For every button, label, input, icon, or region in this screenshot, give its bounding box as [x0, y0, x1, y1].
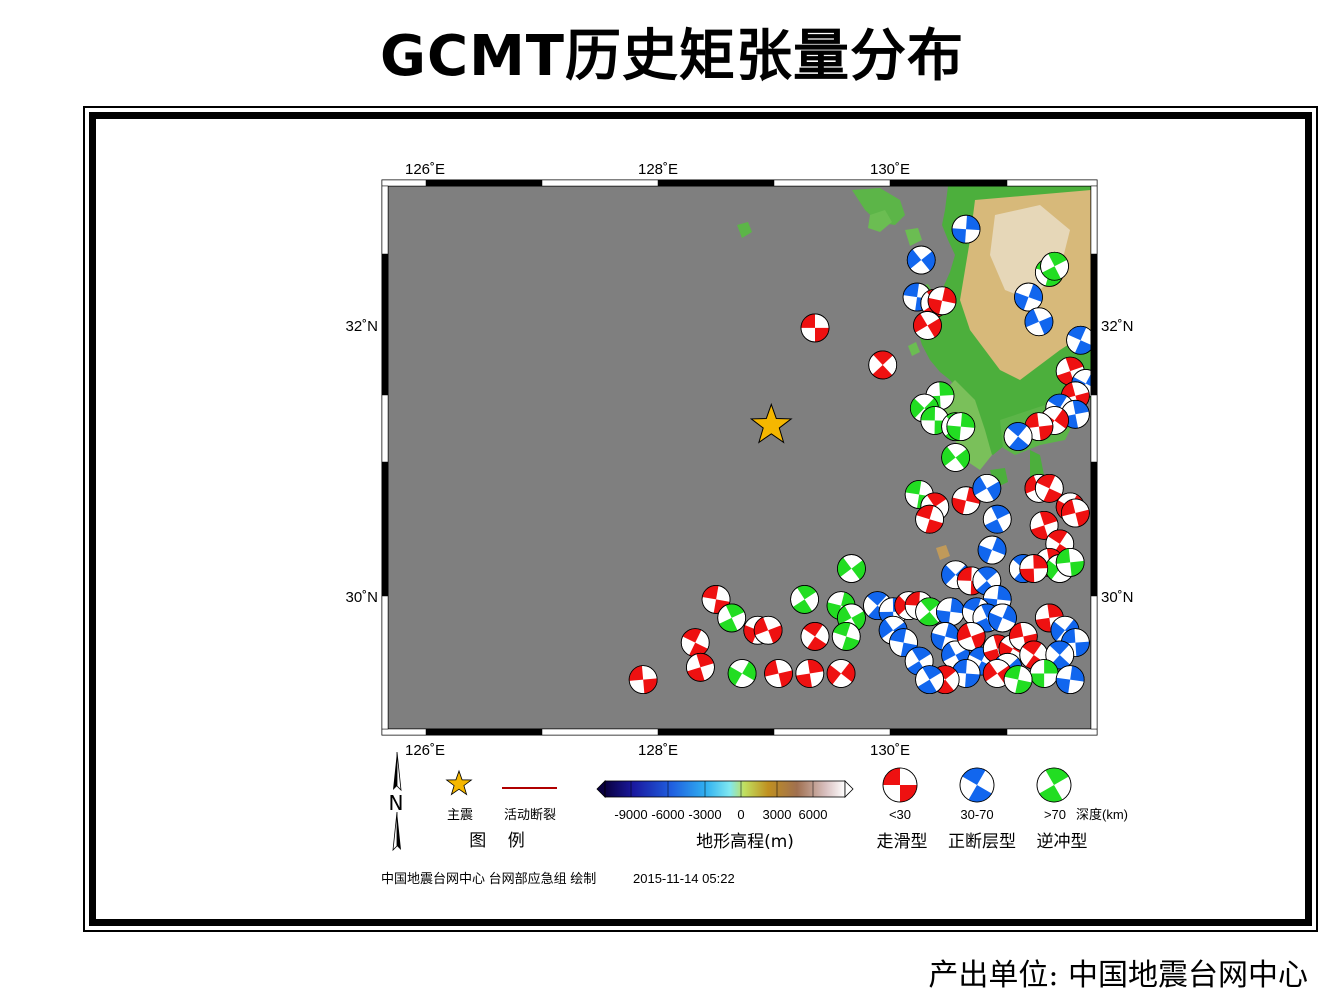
- fault-label: 活动断裂: [504, 807, 556, 822]
- top-tick-126: 126˚E: [405, 161, 445, 178]
- legend-thrust-ball-icon: [1036, 767, 1072, 803]
- beachball-shallow: [701, 585, 731, 614]
- beachball-shallow: [800, 622, 830, 651]
- beachball-deep: [1003, 665, 1033, 695]
- depth-unit: 深度(km): [1076, 807, 1128, 822]
- right-tick-30n: 30˚N: [1101, 589, 1134, 606]
- bottom-tick-130: 130˚E: [870, 742, 910, 759]
- beachball-deep: [727, 659, 757, 688]
- mainshock-legend-icon: [445, 769, 473, 796]
- beachball-intermediate: [915, 665, 944, 695]
- beachball-shallow: [795, 659, 825, 688]
- beachball-shallow: [826, 659, 856, 688]
- beachball-deep: [915, 597, 944, 627]
- beachball-shallow: [628, 665, 658, 695]
- beachball-shallow: [915, 504, 944, 534]
- depth-label-intermediate: 30-70: [960, 807, 993, 822]
- beachball-shallow: [1060, 498, 1090, 528]
- beachball-deep: [941, 443, 971, 472]
- mechanism-strike-slip: 走滑型: [877, 832, 928, 852]
- beachball-intermediate: [972, 473, 1002, 503]
- credit-text: 中国地震台网中心 台网部应急组 绘制: [381, 871, 596, 886]
- beachball-shallow: [753, 615, 783, 645]
- legend-normal-ball-icon: [959, 767, 995, 803]
- colorbar-title: 地形高程(m): [696, 832, 794, 852]
- beachball-intermediate: [977, 535, 1007, 565]
- page-title: GCMT历史矩张量分布: [380, 24, 964, 89]
- right-tick-32n: 32˚N: [1101, 318, 1134, 335]
- depth-label-shallow: <30: [889, 807, 911, 822]
- timestamp-text: 2015-11-14 05:22: [633, 871, 735, 886]
- beachball-layer: [628, 214, 1091, 695]
- beachball-shallow: [913, 311, 942, 340]
- colorbar-tick-label: 3000: [763, 807, 792, 822]
- beachball-deep: [790, 585, 819, 614]
- beachball-shallow: [680, 628, 710, 658]
- beachball-intermediate: [906, 245, 936, 275]
- map-frame: [381, 179, 1098, 736]
- beachball-shallow: [956, 622, 986, 651]
- beachball-intermediate: [982, 504, 1012, 534]
- colorbar-tick-label: 6000: [799, 807, 828, 822]
- beachball-shallow: [868, 350, 898, 380]
- goto-island-2: [905, 228, 922, 246]
- top-tick-128: 128˚E: [638, 161, 678, 178]
- beachball-intermediate: [951, 214, 981, 244]
- goto-island-1: [868, 210, 892, 232]
- beachball-deep: [1029, 659, 1059, 688]
- beachball-deep: [1055, 547, 1085, 577]
- beachball-shallow: [1019, 554, 1049, 583]
- beachball-intermediate: [988, 603, 1017, 633]
- elevation-colorbar: [596, 780, 854, 798]
- colorbar-tick-label: -6000: [651, 807, 684, 822]
- left-tick-32n: 32˚N: [345, 318, 378, 335]
- colorbar-tick-label: -3000: [688, 807, 721, 822]
- bottom-tick-126: 126˚E: [405, 742, 445, 759]
- top-tick-130: 130˚E: [870, 161, 910, 178]
- beachball-deep: [831, 622, 861, 651]
- depth-label-deep: >70: [1044, 807, 1066, 822]
- producer-credit: 产出单位: 中国地震台网中心: [928, 958, 1308, 993]
- beachball-shallow: [927, 286, 957, 316]
- mechanism-thrust: 逆冲型: [1037, 832, 1088, 852]
- colorbar-tick-label: -9000: [614, 807, 647, 822]
- beachball-shallow: [951, 486, 981, 516]
- mechanism-normal: 正断层型: [948, 832, 1016, 852]
- beachball-deep: [1040, 251, 1069, 281]
- legend-title: 图 例: [469, 831, 525, 851]
- beachball-intermediate: [1066, 325, 1091, 355]
- beachball-intermediate: [936, 597, 965, 627]
- beachball-intermediate: [1014, 282, 1043, 312]
- bottom-tick-128: 128˚E: [638, 742, 678, 759]
- colorbar-tick-label: 0: [737, 807, 744, 822]
- beachball-shallow: [686, 652, 715, 682]
- mainshock-label: 主震: [447, 807, 473, 822]
- beachball-deep: [837, 554, 866, 583]
- beachball-shallow: [800, 313, 830, 343]
- legend-strike-slip-ball-icon: [882, 767, 918, 803]
- beachball-shallow: [1034, 473, 1064, 503]
- beachball-deep: [946, 412, 976, 442]
- beachball-intermediate: [1055, 665, 1085, 695]
- northwest-islands: [852, 188, 905, 225]
- amami-islet: [936, 545, 950, 560]
- beachball-intermediate: [1003, 422, 1033, 451]
- koshiki-island: [908, 342, 920, 356]
- epicenter-star-icon: [749, 402, 793, 444]
- outer-frame: [83, 106, 1318, 932]
- left-tick-30n: 30˚N: [345, 589, 378, 606]
- danjo-island: [737, 222, 752, 238]
- beachball-shallow: [764, 659, 793, 688]
- beachball-deep: [717, 603, 747, 633]
- north-arrow-icon: [392, 751, 402, 852]
- beachball-intermediate: [1024, 307, 1054, 337]
- north-label: N: [389, 791, 404, 815]
